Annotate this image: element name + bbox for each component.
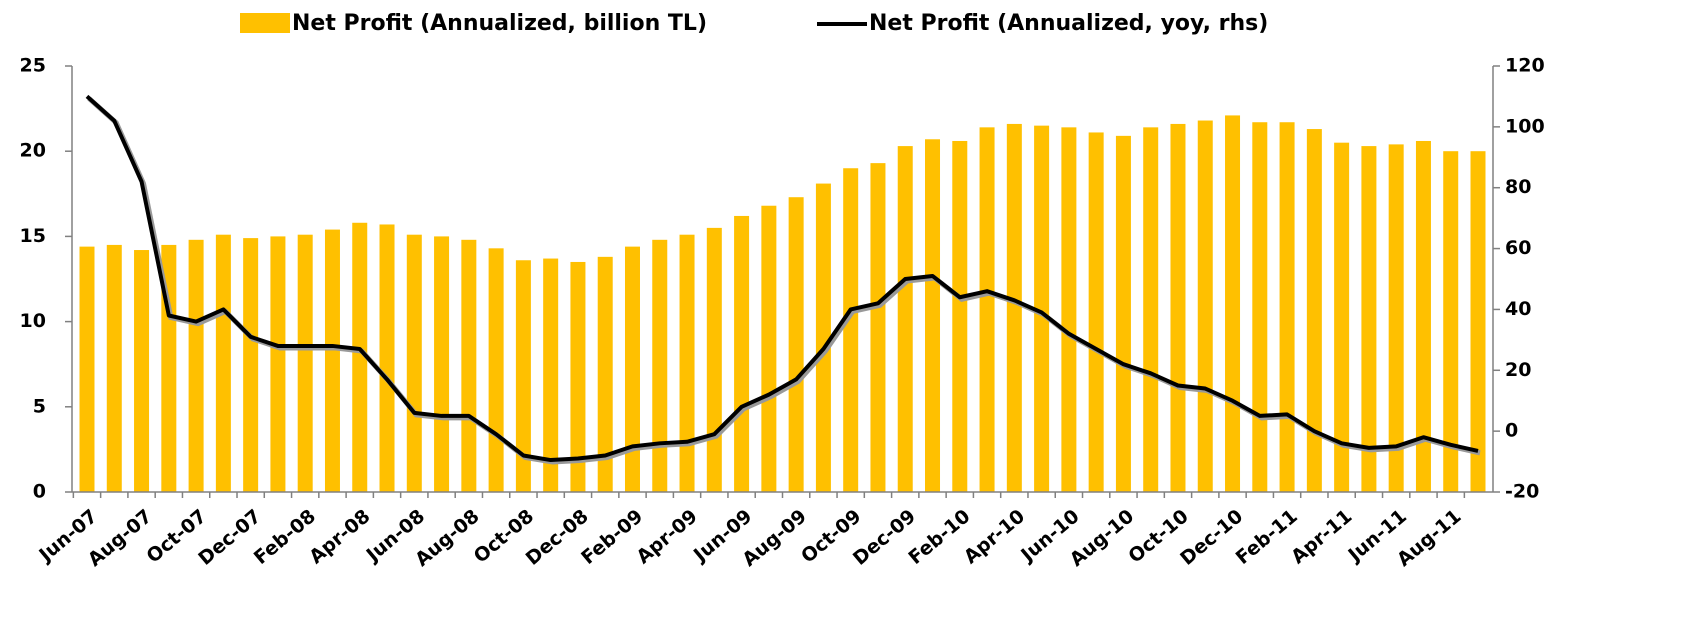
x-tick-label: Feb-10 xyxy=(904,505,974,569)
bar xyxy=(815,183,831,493)
bar xyxy=(925,139,941,492)
bar xyxy=(679,234,695,493)
bar xyxy=(979,127,995,493)
bar xyxy=(1334,142,1350,492)
y2-tick-label: 40 xyxy=(1505,298,1531,320)
bar xyxy=(379,224,395,493)
y2-tick-label: 20 xyxy=(1505,359,1531,381)
x-tick-label: Apr-08 xyxy=(305,505,374,568)
bar xyxy=(897,146,913,492)
x-tick-label: Dec-10 xyxy=(1176,505,1247,570)
bar xyxy=(1034,125,1050,492)
legend-swatch xyxy=(240,13,290,33)
bar xyxy=(1306,129,1322,492)
bar xyxy=(406,234,422,493)
y-tick-label: 25 xyxy=(20,55,46,77)
bar xyxy=(734,215,750,492)
line-shadow xyxy=(87,96,1481,465)
y-tick-label: 15 xyxy=(20,225,46,247)
x-tick-label: Feb-09 xyxy=(577,505,647,569)
bar xyxy=(297,234,313,493)
bar xyxy=(1197,120,1213,492)
bar xyxy=(1252,122,1268,493)
bar xyxy=(652,239,668,492)
bar xyxy=(1088,132,1104,492)
bar xyxy=(1170,123,1186,492)
line xyxy=(85,94,1479,463)
y2-tick-label: 60 xyxy=(1505,237,1531,259)
bar xyxy=(1470,151,1486,492)
y-tick-label: 0 xyxy=(33,481,46,503)
y2-tick-label: -20 xyxy=(1505,481,1539,503)
x-tick-label: Dec-09 xyxy=(849,505,920,570)
x-tick-label: Dec-08 xyxy=(522,505,593,570)
x-tick-label: Apr-09 xyxy=(632,505,701,568)
y-tick-label: 5 xyxy=(33,395,46,417)
x-tick-label: Feb-11 xyxy=(1232,505,1302,569)
bar xyxy=(843,168,859,493)
bar xyxy=(570,261,586,492)
bar xyxy=(1415,140,1431,492)
bar xyxy=(597,256,613,492)
bar xyxy=(243,238,259,492)
bar xyxy=(324,229,340,493)
bar xyxy=(952,140,968,492)
bar xyxy=(215,234,231,493)
bar xyxy=(1443,151,1459,492)
bar xyxy=(870,163,886,493)
bar xyxy=(352,222,368,492)
bar xyxy=(434,236,450,492)
y-tick-label: 20 xyxy=(20,140,46,162)
legend-label: Net Profit (Annualized, billion TL) xyxy=(292,11,707,36)
bar xyxy=(1361,146,1377,492)
bar xyxy=(624,246,640,492)
bar xyxy=(1279,122,1295,493)
bar xyxy=(1143,127,1159,493)
x-tick-label: Dec-07 xyxy=(194,505,265,570)
bar xyxy=(706,227,722,492)
bar xyxy=(488,248,504,492)
y2-tick-label: 0 xyxy=(1505,420,1518,442)
bar xyxy=(543,258,559,492)
bar xyxy=(188,239,204,492)
bar xyxy=(461,239,477,492)
bar xyxy=(1388,144,1404,492)
y2-tick-label: 100 xyxy=(1505,115,1545,137)
bar xyxy=(515,260,531,492)
bar xyxy=(1061,127,1077,493)
y2-tick-label: 80 xyxy=(1505,176,1531,198)
bar xyxy=(106,244,122,492)
y2-tick-label: 120 xyxy=(1505,55,1545,77)
bar xyxy=(134,250,150,492)
x-tick-label: Apr-11 xyxy=(1287,505,1356,568)
legend-label: Net Profit (Annualized, yoy, rhs) xyxy=(869,11,1268,36)
bar xyxy=(270,236,286,492)
bar xyxy=(79,246,95,492)
bar xyxy=(1006,123,1022,492)
x-tick-label: Feb-08 xyxy=(250,505,320,569)
y-tick-label: 10 xyxy=(20,310,46,332)
bar xyxy=(761,205,777,492)
bar xyxy=(1225,115,1241,492)
bar xyxy=(1115,135,1131,492)
x-tick-label: Apr-10 xyxy=(960,505,1029,568)
bar xyxy=(788,197,804,492)
